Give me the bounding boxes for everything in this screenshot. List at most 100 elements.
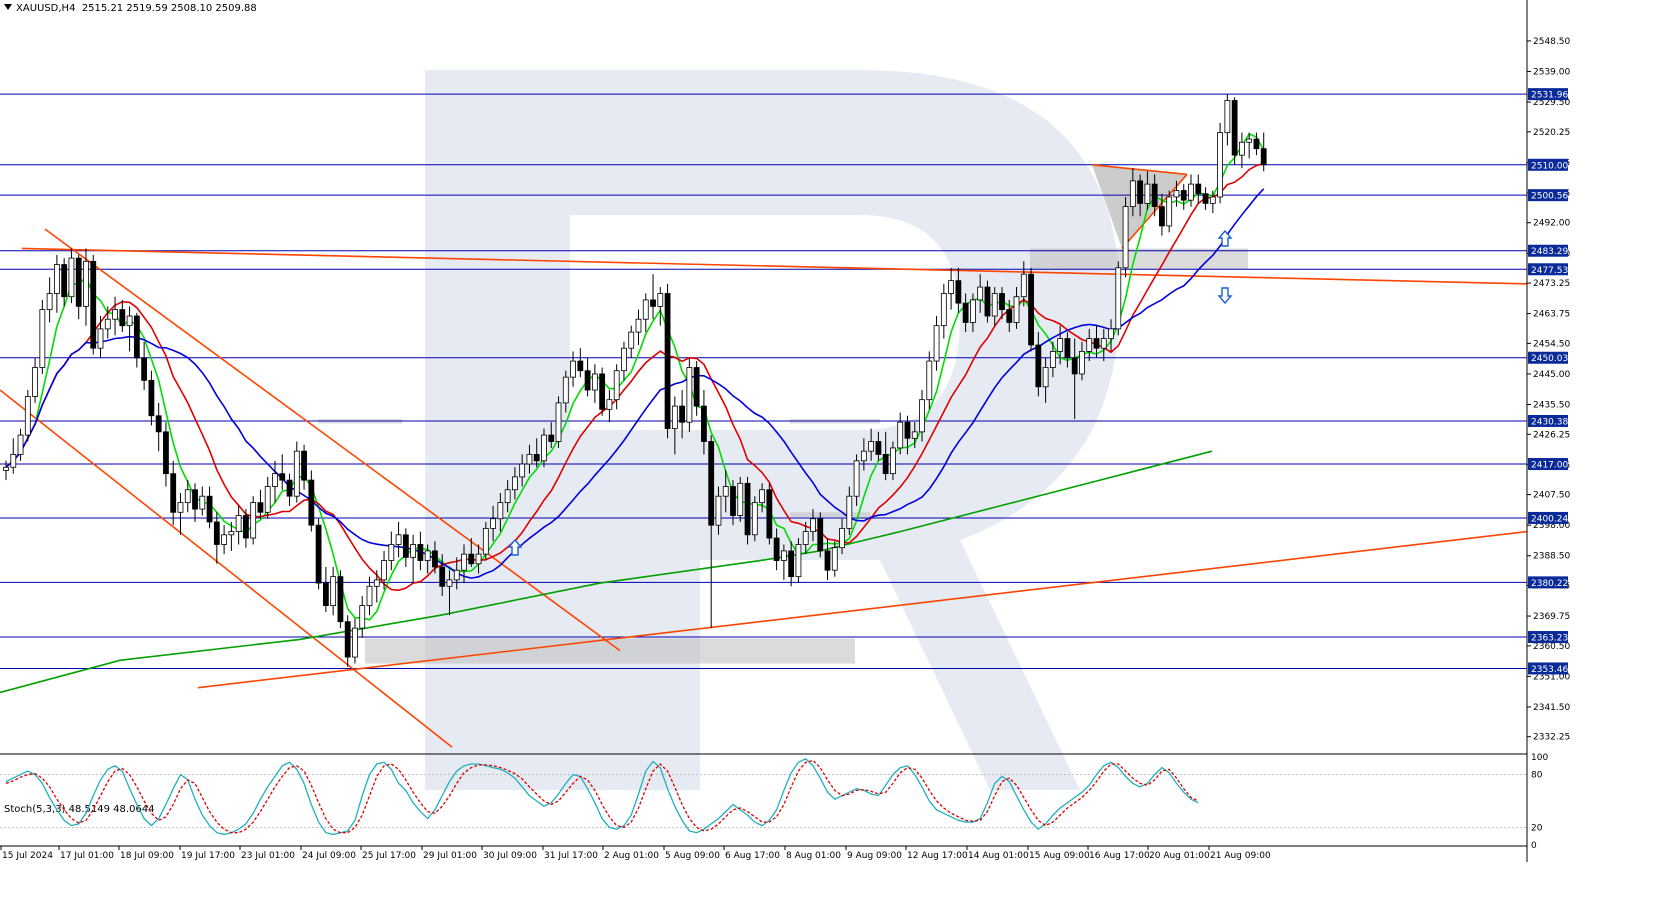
candle: [3, 460, 9, 481]
dropdown-triangle-icon[interactable]: [4, 4, 12, 10]
candle: [642, 293, 649, 333]
candle: [802, 521, 809, 555]
time-tick-label: 18 Jul 09:00: [120, 851, 174, 861]
time-tick-label: 23 Jul 01:00: [241, 851, 295, 861]
candle: [1086, 328, 1093, 362]
candle: [730, 480, 736, 526]
candle-body: [1253, 138, 1260, 150]
level-price-label: 2510.00: [1531, 161, 1568, 171]
candle-body: [388, 544, 395, 561]
candle: [853, 454, 860, 506]
level-price-tag: [1528, 511, 1568, 524]
candle: [24, 390, 31, 442]
down-arrow-icon: [1217, 287, 1233, 305]
candle-body: [1129, 180, 1136, 208]
candle-body: [1260, 148, 1267, 166]
time-tick-label: 2 Aug 01:00: [604, 851, 659, 861]
level-price-tag: [1528, 576, 1568, 589]
candle: [410, 534, 417, 584]
time-tick-label: 30 Jul 09:00: [483, 851, 537, 861]
candle: [555, 396, 562, 448]
price-tick-label: 2407.50: [1533, 491, 1570, 501]
candle: [1071, 338, 1078, 419]
candle-body: [1020, 273, 1027, 298]
candle: [1129, 168, 1136, 217]
candle: [693, 361, 700, 416]
candle: [315, 518, 322, 590]
candle: [432, 541, 438, 574]
candle: [519, 454, 526, 487]
price-axis: 2548.502539.002529.502520.252510.752501.…: [0, 0, 1570, 862]
candle: [868, 428, 875, 461]
level-price-label: 2450.03: [1531, 354, 1568, 364]
candle: [846, 486, 853, 535]
candle: [235, 505, 242, 545]
level-price-label: 2363.23: [1531, 634, 1568, 644]
candle: [395, 521, 402, 558]
candle-body: [591, 373, 598, 391]
candle-body: [199, 495, 206, 510]
candle-body: [839, 527, 845, 549]
candle-body: [926, 360, 933, 401]
candle-body: [1035, 344, 1042, 388]
candle: [1020, 261, 1027, 307]
candle: [526, 444, 533, 474]
candle-body: [46, 293, 53, 310]
candle-body: [860, 450, 867, 462]
candle: [512, 467, 518, 500]
triangle-upper-side: [1091, 163, 1188, 176]
candle: [68, 248, 75, 304]
level-price-label: 2400.24: [1531, 514, 1568, 524]
candle: [490, 505, 496, 542]
candle: [424, 544, 431, 574]
candle: [860, 438, 867, 471]
time-tick-label: 14 Aug 01:00: [968, 851, 1029, 861]
candle-body: [119, 309, 126, 327]
candle-body: [1079, 351, 1085, 375]
price-tick-label: 2341.50: [1533, 703, 1570, 713]
candle: [722, 470, 729, 513]
candle-body: [395, 534, 402, 545]
candle-body: [759, 489, 765, 504]
candle-body: [548, 434, 555, 442]
candle: [504, 480, 511, 513]
candle: [970, 293, 976, 333]
candle-body: [715, 495, 722, 526]
candle-body: [919, 399, 925, 433]
price-tick-label: 2398.00: [1533, 521, 1570, 531]
candle-body: [126, 315, 133, 327]
candle-body: [512, 476, 518, 491]
candle: [1108, 319, 1114, 352]
level-price-tag: [1528, 158, 1568, 171]
candle-body: [882, 453, 889, 475]
candle-body: [1209, 196, 1216, 204]
candle: [606, 390, 613, 423]
chart-header: XAUUSD,H4 2515.21 2519.59 2508.10 2509.8…: [4, 3, 257, 14]
candle-body: [279, 473, 286, 481]
candle-body: [773, 537, 780, 561]
candle-body: [192, 489, 198, 510]
candle: [1144, 171, 1151, 210]
price-tick-label: 2529.50: [1533, 98, 1570, 108]
candle-body: [526, 453, 533, 465]
candle-body: [519, 463, 526, 478]
candle: [686, 357, 693, 432]
candle: [1239, 132, 1245, 169]
candle: [824, 538, 831, 580]
candle: [671, 396, 678, 455]
candle: [1253, 132, 1260, 156]
symbol-label: XAUUSD,H4: [16, 3, 76, 14]
candle-body: [1122, 206, 1129, 269]
candle: [250, 496, 257, 545]
candle-body: [642, 299, 649, 320]
candle: [482, 521, 489, 561]
level-price-label: 2531.96: [1531, 91, 1568, 101]
level-price-label: 2430.38: [1531, 417, 1568, 427]
candle-body: [1064, 338, 1071, 359]
candle: [766, 483, 773, 545]
candle: [330, 566, 337, 616]
candle: [919, 390, 925, 442]
candle: [533, 438, 540, 468]
candle: [657, 287, 664, 326]
